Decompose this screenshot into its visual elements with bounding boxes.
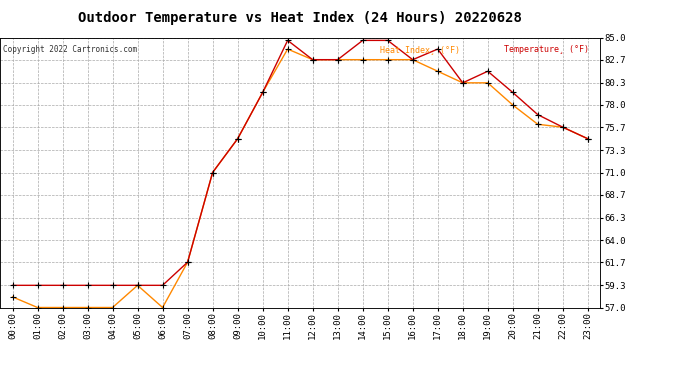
Text: Outdoor Temperature vs Heat Index (24 Hours) 20220628: Outdoor Temperature vs Heat Index (24 Ho… xyxy=(78,11,522,25)
Text: Heat Index¸ (°F): Heat Index¸ (°F) xyxy=(380,45,460,54)
Text: Copyright 2022 Cartronics.com: Copyright 2022 Cartronics.com xyxy=(3,45,137,54)
Text: Temperature¸ (°F): Temperature¸ (°F) xyxy=(504,45,589,54)
